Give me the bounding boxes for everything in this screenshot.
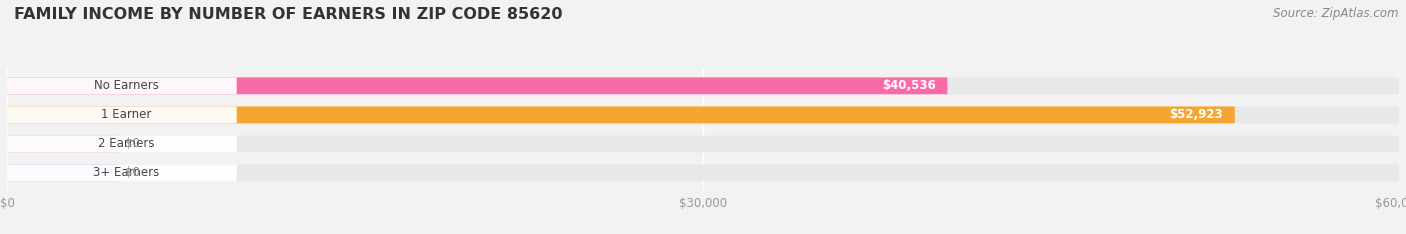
FancyBboxPatch shape (7, 77, 948, 94)
Text: 1 Earner: 1 Earner (101, 108, 152, 121)
Text: FAMILY INCOME BY NUMBER OF EARNERS IN ZIP CODE 85620: FAMILY INCOME BY NUMBER OF EARNERS IN ZI… (14, 7, 562, 22)
FancyBboxPatch shape (7, 135, 1399, 152)
FancyBboxPatch shape (7, 77, 1399, 94)
Text: $52,923: $52,923 (1170, 108, 1223, 121)
Text: $0: $0 (125, 167, 141, 179)
FancyBboxPatch shape (7, 165, 1399, 181)
Text: $0: $0 (125, 137, 141, 150)
FancyBboxPatch shape (7, 77, 236, 94)
Text: $40,536: $40,536 (882, 79, 936, 92)
Text: Source: ZipAtlas.com: Source: ZipAtlas.com (1274, 7, 1399, 20)
Text: 2 Earners: 2 Earners (98, 137, 155, 150)
FancyBboxPatch shape (7, 135, 118, 152)
FancyBboxPatch shape (7, 106, 1234, 123)
FancyBboxPatch shape (7, 165, 236, 181)
FancyBboxPatch shape (7, 135, 236, 152)
Text: 3+ Earners: 3+ Earners (93, 167, 160, 179)
Text: No Earners: No Earners (94, 79, 159, 92)
FancyBboxPatch shape (7, 165, 118, 181)
FancyBboxPatch shape (7, 106, 236, 123)
FancyBboxPatch shape (7, 106, 1399, 123)
